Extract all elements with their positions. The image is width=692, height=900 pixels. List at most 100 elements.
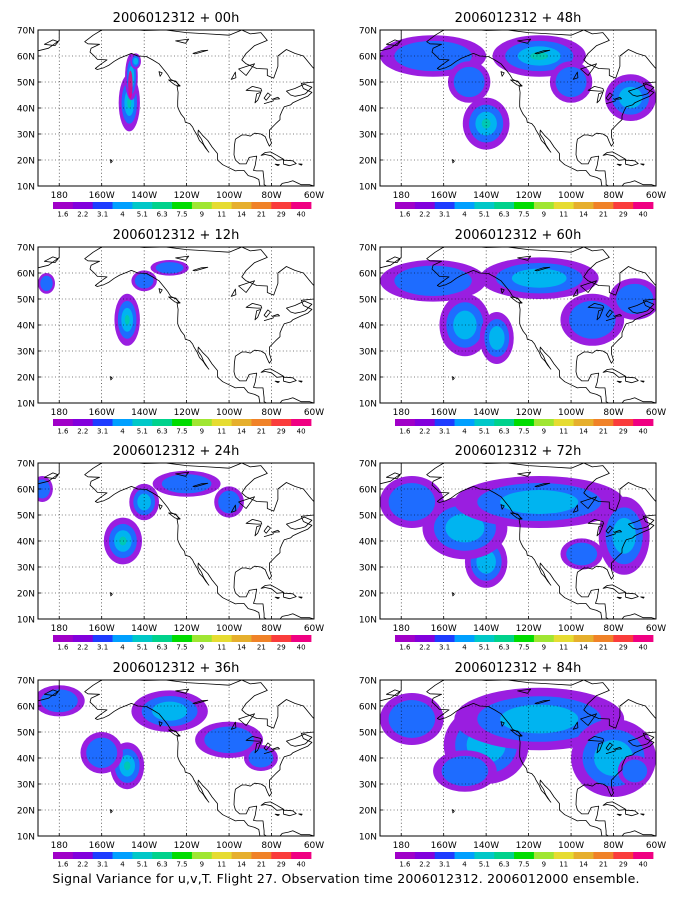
colorbar-label: 40 — [639, 211, 648, 219]
figure-caption: Signal Variance for u,v,T. Flight 27. Ob… — [52, 871, 640, 886]
panel-title: 2006012312 + 72h — [455, 444, 582, 459]
variance-contour — [137, 493, 151, 511]
lake-outline — [534, 49, 551, 55]
y-tick-label: 60N — [17, 486, 35, 496]
y-tick-label: 50N — [359, 512, 377, 522]
variance-contour — [127, 97, 132, 109]
x-tick-label: 80W — [603, 408, 623, 418]
lake-outline — [271, 96, 281, 100]
colorbar-label: 2.2 — [77, 211, 88, 219]
y-tick-label: 40N — [359, 755, 377, 765]
colorbar-label: 29 — [277, 211, 286, 219]
variance-contour — [618, 86, 643, 109]
siberia-coastline — [38, 680, 60, 702]
colorbar-swatch — [613, 852, 634, 859]
island-coastline — [616, 813, 622, 817]
colorbar-label: 40 — [639, 644, 648, 652]
colorbar-swatch — [152, 419, 173, 426]
colorbar-swatch — [395, 202, 416, 209]
colorbar: 1.6 2.2 3.1 4 5.1 6.3 7.5 9 11 14 21 29 40 — [53, 419, 312, 436]
y-tick-label: 30N — [17, 564, 35, 574]
panel-2: 2006012312 + 24h 10N 20N 30N 40N 50N 60N 70N 180… — [17, 444, 324, 652]
colorbar-swatch — [573, 635, 594, 642]
colorbar-label: 21 — [257, 211, 266, 219]
colorbar-swatch — [553, 852, 575, 859]
y-tick-label: 10N — [359, 183, 377, 193]
lake-outline — [605, 309, 613, 318]
colorbar-label: 1.6 — [57, 428, 69, 436]
colorbar-label: 5.1 — [479, 861, 490, 869]
colorbar-swatch — [211, 202, 233, 209]
colorbar-swatch — [251, 852, 272, 859]
lake-outline — [572, 721, 579, 730]
siberia-coastline — [380, 30, 402, 52]
island-coastline — [625, 159, 639, 167]
x-tick-label: 60W — [646, 841, 666, 851]
variance-contour — [152, 701, 188, 721]
grid-lines — [380, 247, 656, 403]
colorbar-swatch — [474, 202, 495, 209]
y-tick-label: 50N — [17, 729, 35, 739]
colorbar-label: 9 — [200, 211, 204, 219]
colorbar-swatch — [633, 852, 654, 859]
island-coastline — [616, 380, 622, 384]
lake-outline — [605, 750, 617, 754]
colorbar-label: 3.1 — [97, 644, 108, 652]
colorbar-label: 11 — [217, 428, 226, 436]
island-coastline — [452, 809, 455, 814]
x-tick-label: 80W — [261, 191, 281, 201]
x-tick-label: 160W — [431, 408, 457, 418]
colorbar-label: 4 — [462, 428, 467, 436]
colorbar-swatch — [172, 419, 193, 426]
island-coastline — [282, 376, 297, 384]
island-coastline — [260, 584, 285, 594]
lake-outline — [230, 504, 237, 513]
x-tick-label: 140W — [473, 191, 499, 201]
colorbar-swatch — [72, 419, 94, 426]
island-coastline — [452, 376, 455, 381]
colorbar-label: 3.1 — [439, 428, 450, 436]
siberia-coastline — [44, 39, 59, 46]
x-tick-label: 160W — [89, 191, 115, 201]
x-tick-label: 100W — [216, 841, 242, 851]
panel-1: 2006012312 + 12h 10N 20N 30N 40N 50N 60N 70N 180… — [17, 228, 324, 436]
colorbar-label: 29 — [277, 428, 286, 436]
panel-0: 2006012312 + 00h 10N 20N 30N 40N 50N 60N 70N 180… — [17, 11, 324, 219]
lake-outline — [245, 302, 263, 309]
colorbar-label: 9 — [200, 644, 204, 652]
colorbar-swatch — [112, 635, 133, 642]
colorbar-label: 14 — [579, 211, 588, 219]
colorbar-label: 1.6 — [399, 644, 411, 652]
colorbar-label: 1.6 — [399, 211, 411, 219]
lake-outline — [534, 266, 551, 272]
colorbar-label: 29 — [619, 861, 628, 869]
colorbar-swatch — [454, 202, 475, 209]
colorbar-label: 40 — [639, 428, 648, 436]
colorbar-label: 2.2 — [419, 211, 430, 219]
colorbar-swatch — [92, 635, 113, 642]
x-tick-label: 160W — [89, 841, 115, 851]
x-tick-label: 60W — [304, 841, 324, 851]
coastlines — [380, 30, 656, 186]
variance-contour — [488, 326, 505, 350]
y-tick-label: 20N — [17, 590, 35, 600]
colorbar-label: 6.3 — [157, 211, 168, 219]
colorbar-swatch — [395, 852, 416, 859]
colorbar-label: 5.1 — [137, 428, 148, 436]
variance-contour — [38, 479, 50, 499]
colorbar-label: 7.5 — [176, 644, 187, 652]
y-tick-label: 60N — [17, 53, 35, 63]
colorbar-label: 2.2 — [419, 861, 430, 869]
lake-outline — [605, 742, 613, 751]
colorbar-label: 29 — [619, 428, 628, 436]
y-tick-label: 20N — [17, 157, 35, 167]
colorbar-swatch — [553, 635, 575, 642]
colorbar-label: 4 — [462, 211, 467, 219]
colorbar-label: 11 — [217, 644, 226, 652]
x-tick-label: 80W — [603, 191, 623, 201]
y-tick-label: 30N — [359, 781, 377, 791]
lake-outline — [534, 482, 551, 488]
colorbar-swatch — [271, 852, 292, 859]
panel-title: 2006012312 + 48h — [455, 11, 582, 26]
north-america-coastline — [84, 463, 314, 619]
